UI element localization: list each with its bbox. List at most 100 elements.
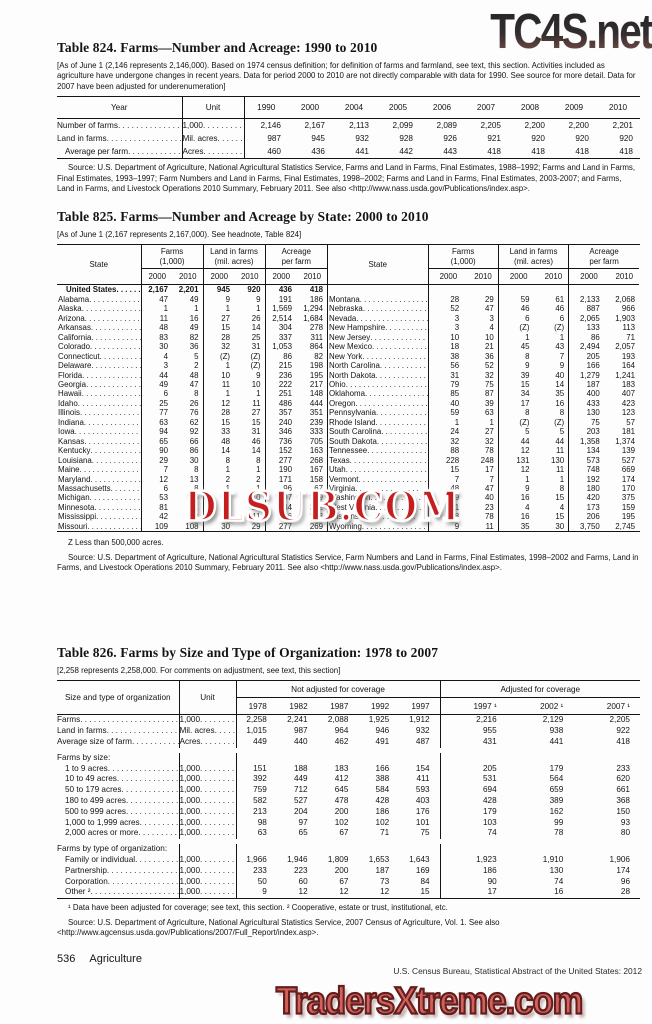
cell-value: 27: [485, 427, 494, 437]
cell-value: 6: [497, 313, 534, 324]
cell-value: 6: [559, 313, 565, 323]
leader-dots: [90, 887, 178, 898]
leader-dots: [121, 785, 178, 796]
leader-wrap: 2,000 acres or more: [57, 828, 179, 839]
group-header-farms: Farms (1,000): [427, 245, 499, 270]
cell-value: 170: [621, 483, 636, 493]
cell-value: 39: [427, 493, 464, 503]
cell-value: 748: [568, 465, 604, 475]
column-header: 1982: [276, 697, 318, 716]
column-header: 1997: [399, 697, 441, 716]
cell-value: 1,053: [264, 342, 297, 352]
row-label: California: [58, 332, 92, 342]
table-cell: Family or individual: [57, 855, 179, 866]
cell-value: 63: [485, 408, 494, 418]
cell-value: 2,241: [287, 715, 308, 725]
state-cell: Indiana: [57, 418, 141, 427]
cell-value: 2: [194, 361, 199, 371]
leader-dots: [355, 399, 427, 408]
section-name: Agriculture: [89, 953, 142, 965]
state-cell: Rhode Island: [328, 418, 428, 427]
cell-value: 93: [620, 817, 630, 827]
cell-value: 443: [443, 147, 457, 157]
leader-wrap: 1,000: [180, 807, 236, 818]
table825-year-row: 2000 2010 2000 2010 2000 2010: [57, 268, 328, 286]
cell-value: 49: [189, 323, 199, 333]
cell-value: 431: [439, 737, 507, 748]
row-label: Nebraska: [329, 304, 363, 314]
leader-dots: [385, 323, 427, 332]
cell-value: 32: [485, 436, 494, 446]
cell-value: 198: [309, 361, 324, 371]
cell-value: 5: [497, 427, 534, 437]
cell-value: 21: [485, 342, 494, 352]
table-cell: 1,000: [178, 785, 237, 797]
state-cell: United States: [57, 285, 141, 295]
cell-value: 23: [485, 502, 494, 512]
leader-wrap: Kansas: [58, 437, 141, 446]
cell-value: 74: [439, 828, 507, 840]
table-row: Maryland121322171158: [57, 474, 327, 484]
watermark-dlsub: DLSUB.COM: [183, 481, 461, 532]
column-header-size-type: Size and type of organization: [57, 680, 180, 716]
cell-value: 47: [485, 483, 494, 493]
cell-value: 2,205: [609, 715, 631, 725]
column-header: 2010: [533, 268, 569, 286]
cell-value: 192: [568, 474, 604, 484]
cell-value: 40: [485, 493, 494, 503]
section-row: Farms by type of organization:: [57, 844, 640, 856]
cell-value: 131: [497, 455, 534, 466]
state-cell: Colorado: [57, 342, 141, 351]
cell-value: 47: [485, 304, 494, 314]
table-row: 180 to 499 acres 1,000 582 527 478 428 403 428 3…: [57, 796, 640, 807]
cell-value: 35: [497, 521, 534, 532]
cell-value: 29: [485, 294, 494, 304]
row-label: Mil. acres: [179, 726, 215, 736]
cell-value: [439, 752, 507, 764]
cell-value: 1: [202, 389, 235, 399]
cell-value: 200: [334, 865, 349, 875]
state-cell: Virginia: [328, 484, 428, 493]
cell-value: 5: [559, 427, 565, 437]
cell-value: 263: [309, 512, 324, 522]
leader-dots: [200, 887, 236, 898]
state-cell: Minnesota: [57, 503, 141, 512]
table-row: Other ² 1,000 9 12 12 12 15 17 16 28: [57, 887, 640, 899]
row-label: 1,000: [179, 796, 201, 806]
cell-value: 11: [252, 512, 261, 522]
cell-value: 1: [202, 465, 235, 475]
cell-value: [568, 284, 604, 295]
leader-dots: [82, 371, 140, 380]
leader-dots: [90, 446, 140, 455]
cell-value: 15: [497, 380, 534, 390]
state-cell: Illinois: [57, 408, 141, 417]
leader-wrap: Massachusetts: [58, 484, 141, 493]
table-row: Pennsylvania596388130123: [328, 408, 640, 418]
cell-value: 436: [311, 147, 325, 157]
leader-wrap: 180 to 499 acres: [57, 796, 179, 807]
table-row: Land in farms Mil. acres 1,015 987 964 946 932…: [57, 726, 640, 738]
cell-value: 11: [252, 398, 261, 408]
cell-value: 52: [427, 304, 464, 314]
row-label: Other ²: [65, 887, 91, 897]
cell-value: 32: [485, 370, 494, 380]
row-label: Kansas: [58, 436, 85, 446]
cell-value: 278: [309, 323, 324, 333]
cell-value: 96: [620, 876, 630, 886]
row-label: 1,000: [179, 785, 201, 795]
table-row: Delaware 3 21 (Z)215 198: [57, 361, 327, 371]
table-cell: Land in farms: [57, 132, 182, 145]
cell-value: 12: [140, 474, 172, 484]
cell-value: 108: [185, 521, 199, 531]
cell-value: 487: [415, 737, 430, 747]
leader-dots: [200, 785, 236, 796]
cell-value: 12: [202, 398, 235, 409]
state-cell: Nebraska: [328, 304, 428, 313]
cell-value: 887: [568, 304, 604, 314]
cell-value: 240: [264, 417, 297, 428]
leader-dots: [108, 877, 179, 888]
state-cell: Maryland: [57, 475, 141, 484]
cell-value: 428: [439, 796, 507, 807]
